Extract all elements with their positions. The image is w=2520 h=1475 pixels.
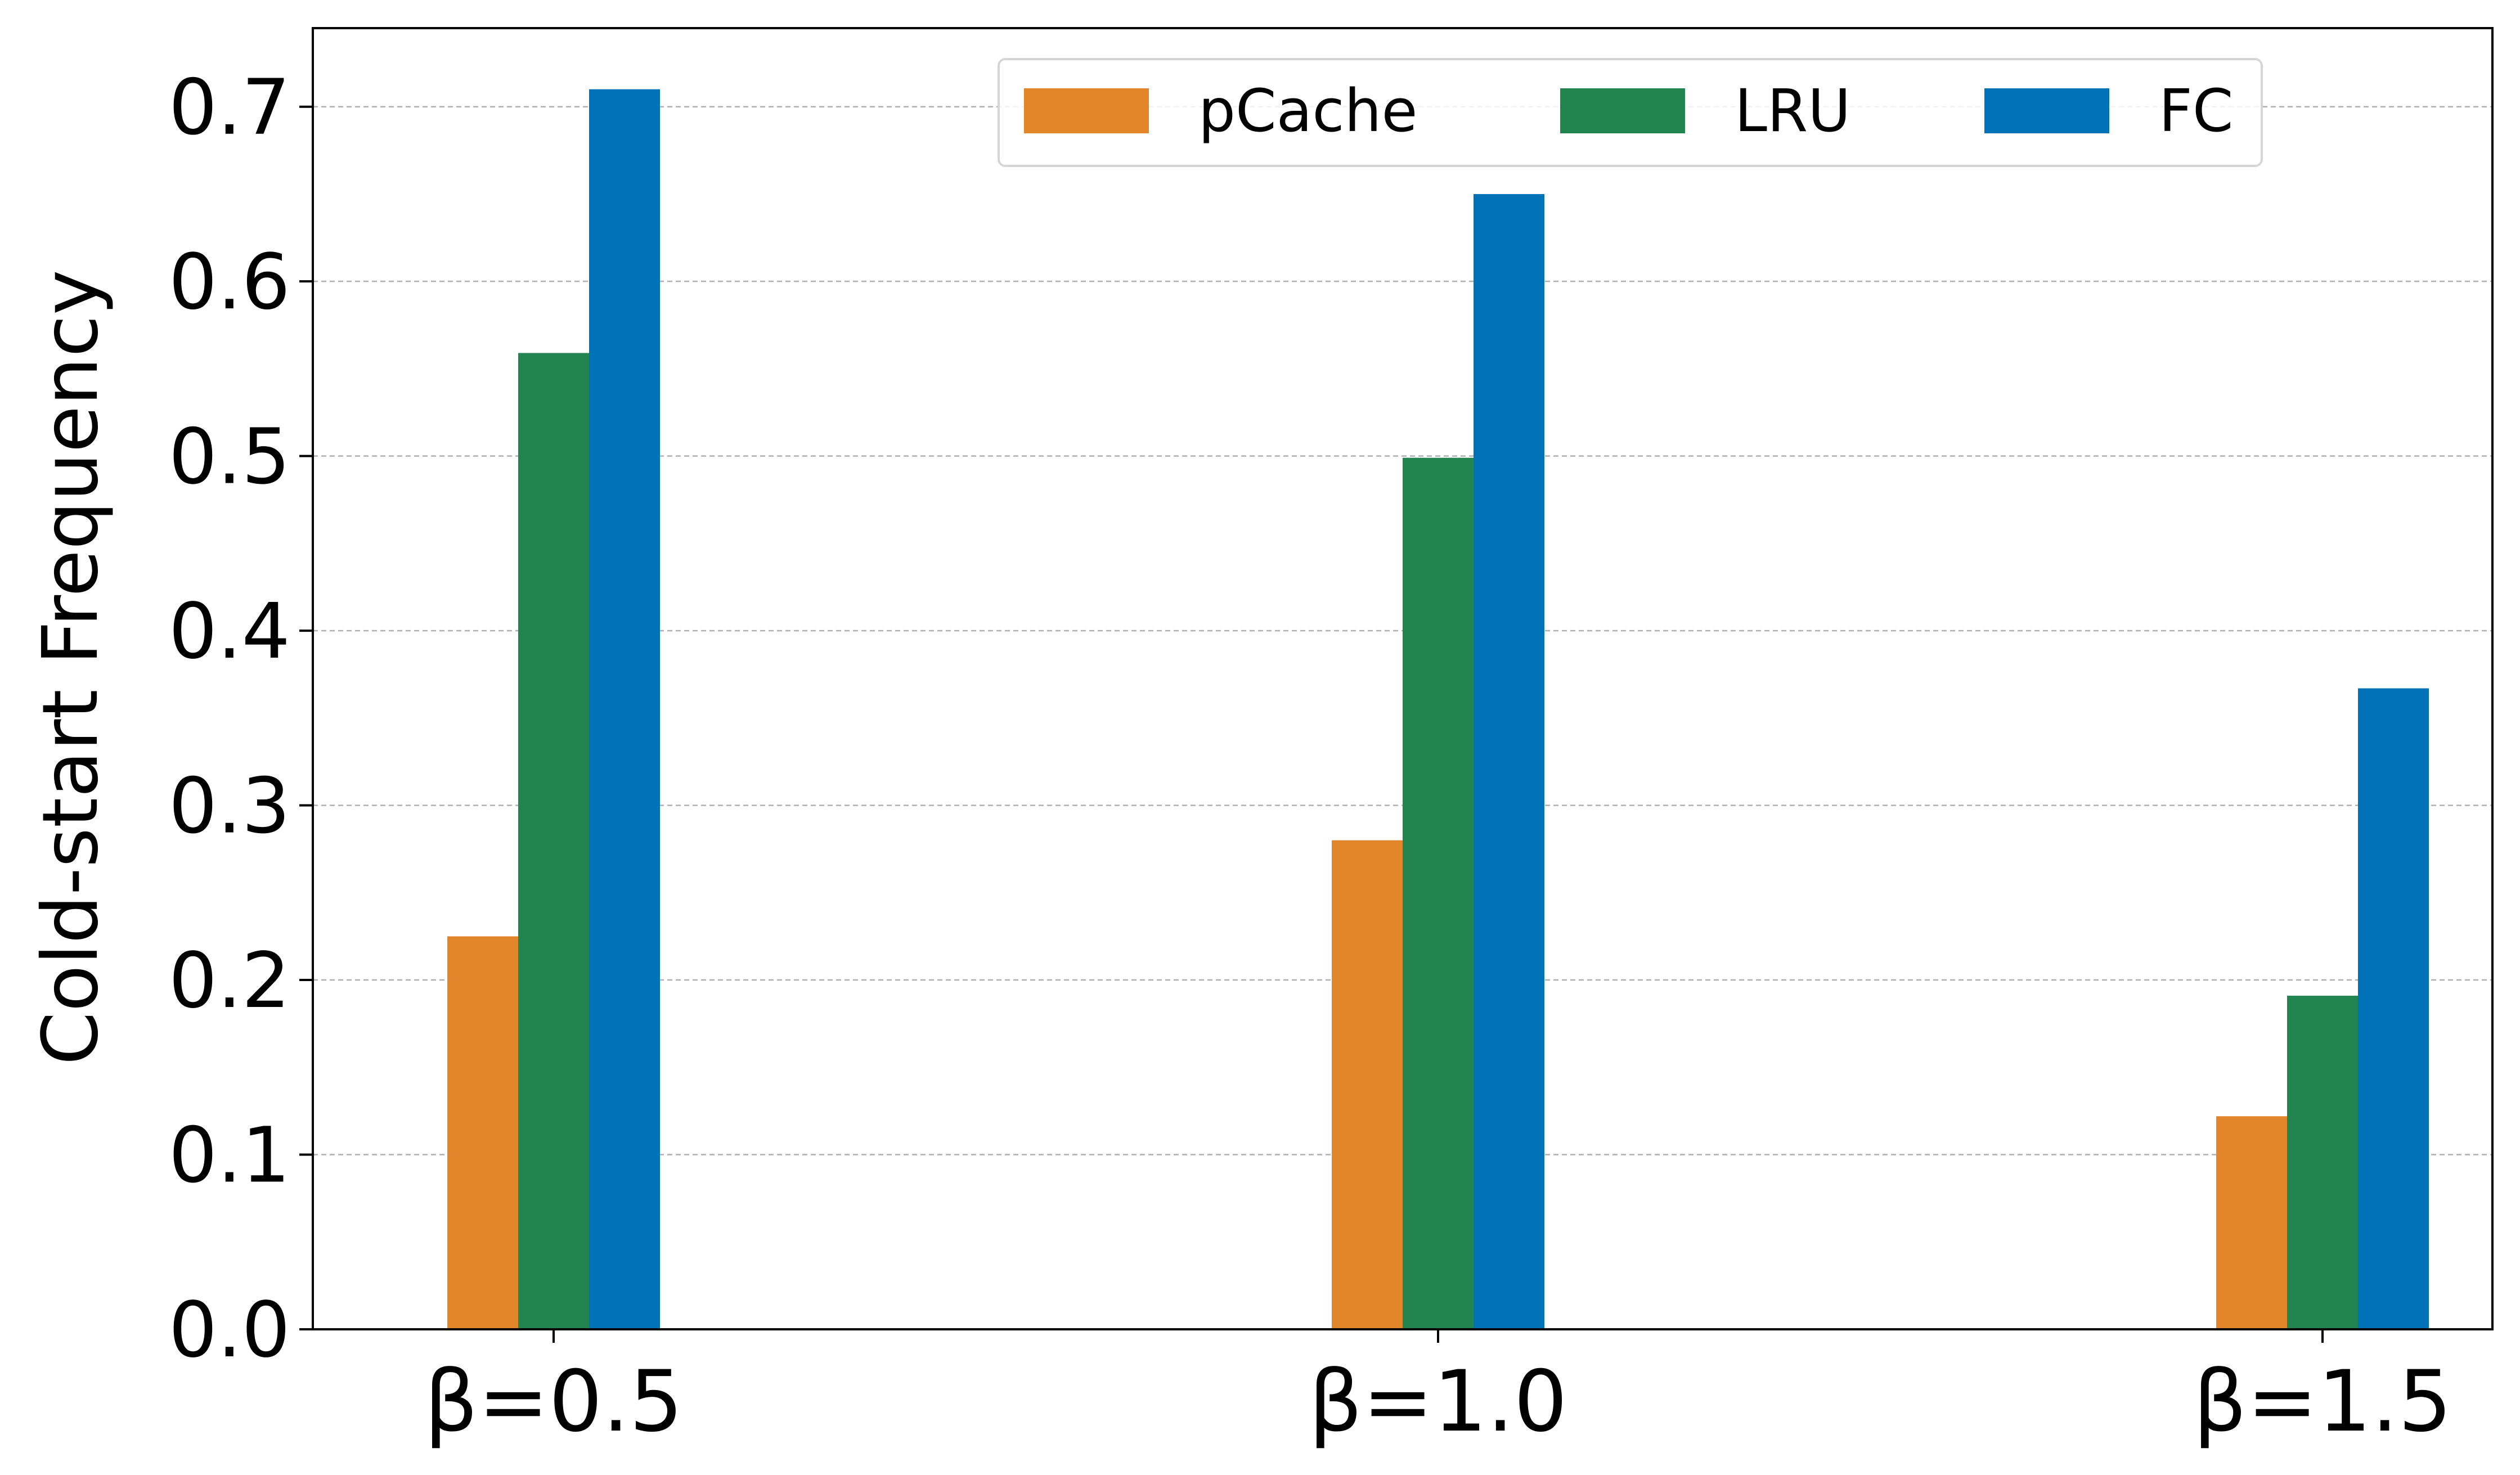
- legend-swatch-lru: [1560, 88, 1685, 133]
- bar-fc-2: [1474, 194, 1544, 1330]
- legend-swatch-fc: [1984, 88, 2109, 133]
- bar-fc-1: [589, 89, 660, 1329]
- bar-pcache-3: [2216, 1116, 2287, 1329]
- legend-label-fc: FC: [2159, 77, 2233, 145]
- bar-lru-3: [2287, 996, 2358, 1329]
- bar-lru-1: [518, 353, 589, 1329]
- legend: pCache LRU FC: [998, 58, 2263, 167]
- y-axis: 0.0 0.1 0.2 0.3 0.4 0.5 0.6 0.7: [169, 64, 313, 1375]
- legend-swatch-pcache: [1024, 88, 1149, 133]
- bars: [447, 89, 2429, 1330]
- bar-lru-2: [1403, 457, 1474, 1330]
- bar-pcache-2: [1332, 840, 1403, 1329]
- y-tick-label: 0.7: [169, 64, 290, 152]
- y-tick-label: 0.3: [169, 762, 290, 851]
- y-tick-label: 0.0: [169, 1286, 290, 1375]
- y-tick-label: 0.6: [169, 238, 290, 327]
- bar-fc-3: [2358, 688, 2429, 1329]
- y-tick-label: 0.5: [169, 413, 290, 502]
- plot-frame: [312, 27, 2494, 1330]
- y-tick-label: 0.4: [169, 587, 290, 676]
- y-axis-label: Cold-start Frequency: [26, 270, 115, 1065]
- x-axis: β=0.5 β=1.0 β=1.5: [424, 1329, 2452, 1451]
- x-tick-label: β=1.0: [1309, 1353, 1567, 1451]
- legend-label-pcache: pCache: [1198, 77, 1417, 145]
- y-tick-label: 0.2: [169, 937, 290, 1026]
- bar-pcache-1: [447, 936, 518, 1329]
- legend-label-lru: LRU: [1735, 77, 1850, 145]
- x-tick-label: β=0.5: [424, 1353, 683, 1451]
- y-tick-label: 0.1: [169, 1112, 290, 1200]
- x-tick-label: β=1.5: [2193, 1353, 2452, 1451]
